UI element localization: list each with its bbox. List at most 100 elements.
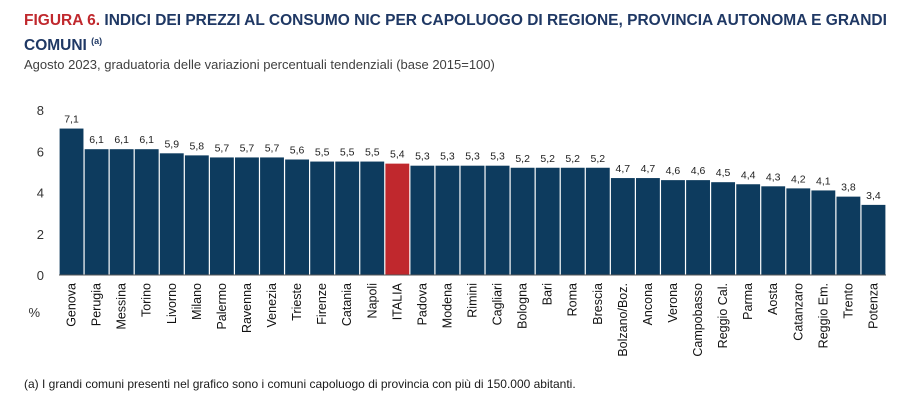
y-tick-label: 4 [37,186,44,201]
data-label: 4,5 [716,167,731,179]
x-tick-label: Reggio Cal. [716,283,730,348]
footnote: (a) I grandi comuni presenti nel grafico… [24,377,576,391]
x-tick-label: ITALIA [390,282,404,320]
bar [861,204,886,276]
data-label: 5,7 [215,142,230,154]
bar [310,161,335,275]
data-label: 6,1 [89,134,104,146]
bar [59,128,84,275]
data-label: 5,3 [415,151,430,163]
bar [460,165,485,275]
data-label: 4,7 [641,163,656,175]
bar [209,157,234,275]
x-tick-label: Napoli [365,283,379,318]
data-label: 5,7 [265,142,280,154]
y-tick-label: 6 [37,144,44,159]
y-tick-label: 2 [37,227,44,242]
data-label: 5,5 [340,147,355,159]
data-label: 5,5 [315,147,330,159]
bar [811,190,836,275]
data-label: 5,3 [440,151,455,163]
chart-title: FIGURA 6. INDICI DEI PREZZI AL CONSUMO N… [24,11,904,56]
x-tick-label: Trieste [290,283,304,321]
x-tick-label: Torino [140,283,154,317]
data-label: 5,5 [365,147,380,159]
x-tick-label: Catania [340,283,354,326]
bar [686,180,710,276]
data-label: 6,1 [114,134,129,146]
x-tick-label: Bari [541,283,555,305]
data-label: 5,3 [490,151,505,163]
bar [235,157,259,275]
data-label: 6,1 [139,134,154,146]
x-tick-label: Bologna [516,283,530,329]
bar [134,149,159,275]
data-label: 5,6 [290,145,305,157]
x-tick-label: Catanzaro [791,283,805,341]
data-label: 5,9 [164,138,179,150]
data-label: 4,2 [791,173,806,185]
data-label: 4,7 [616,163,631,175]
x-tick-label: Aosta [766,283,780,315]
y-tick-label: 8 [37,103,44,118]
x-tick-label: Brescia [591,283,605,325]
bar [360,161,385,275]
bar [335,161,360,275]
x-tick-label: Ravenna [240,283,254,333]
bar [84,149,109,275]
data-label: 5,8 [190,140,205,152]
data-label: 4,6 [691,165,706,177]
x-tick-label: Campobasso [691,283,705,357]
y-tick-label: 0 [37,268,44,283]
bar [385,163,410,276]
bar [560,167,585,275]
bar [711,182,736,275]
x-tick-label: Milano [190,283,204,320]
bar [435,165,460,275]
x-tick-label: Parma [741,283,755,320]
figure-label: FIGURA 6. [24,12,101,29]
title-note-marker: (a) [91,36,103,46]
x-tick-label: Livorno [165,283,179,324]
bar [410,165,435,275]
y-axis-label: % [28,305,40,320]
bar [786,188,811,276]
bar [510,167,535,275]
data-label: 5,2 [590,153,605,165]
bar [761,186,786,275]
data-label: 3,8 [841,182,856,194]
x-tick-label: Roma [566,283,580,316]
bar [635,178,660,275]
bar [661,180,685,276]
bar [736,184,761,275]
data-label: 4,6 [666,165,681,177]
data-label: 5,2 [540,153,555,165]
x-tick-label: Potenza [866,283,880,329]
bar [184,155,209,276]
x-tick-label: Venezia [265,283,279,328]
x-tick-label: Trento [841,283,855,319]
x-tick-label: Modena [440,283,454,328]
bar [285,159,310,275]
x-tick-label: Perugia [90,283,104,326]
x-tick-label: Rimini [466,283,480,318]
x-tick-label: Bolzano/Boz. [616,283,630,357]
x-tick-label: Genova [65,283,79,327]
x-tick-label: Padova [415,283,429,325]
x-tick-label: Ancona [641,283,655,325]
data-label: 4,3 [766,171,781,183]
bar [610,178,635,275]
bar [159,153,184,275]
bar [585,167,610,275]
bar [535,167,560,275]
x-tick-label: Messina [115,283,129,330]
data-label: 4,1 [816,175,831,187]
data-label: 7,1 [64,114,79,126]
bar [109,149,134,275]
title-text: INDICI DEI PREZZI AL CONSUMO NIC PER CAP… [24,12,887,55]
x-tick-label: Verona [666,283,680,323]
x-tick-label: Firenze [315,283,329,325]
x-tick-label: Reggio Em. [816,283,830,348]
chart-subtitle: Agosto 2023, graduatoria delle variazion… [24,57,495,72]
